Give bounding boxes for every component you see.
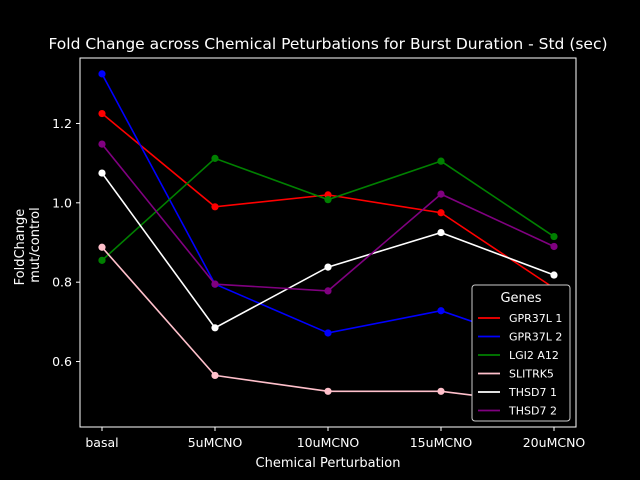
x-tick-label: 5uMCNO: [188, 435, 243, 450]
legend-label: THSD7 2: [508, 405, 557, 418]
x-tick-label: 10uMCNO: [297, 435, 360, 450]
data-point: [437, 190, 445, 198]
legend: Genes GPR37L 1 GPR37L 2 LGI2 A12 SLITRK5 THS…: [471, 284, 571, 422]
data-point: [98, 109, 106, 118]
y-axis-label-line-2: mut/control: [28, 207, 43, 282]
data-point: [324, 196, 332, 204]
y-tick-label: 0.6: [52, 354, 72, 369]
y-tick-label: 0.8: [52, 275, 72, 290]
series: [98, 154, 558, 264]
legend-label: LGI2 A12: [509, 349, 559, 362]
x-axis: basal 5uMCNO 10uMCNO 15uMCNO 20uMCNO: [85, 427, 585, 450]
y-axis-label: FoldChange mut/control: [13, 205, 43, 286]
legend-box: [471, 284, 571, 422]
data-point: [437, 209, 445, 217]
data-point: [550, 232, 558, 241]
data-point: [211, 154, 219, 162]
data-point: [211, 371, 219, 380]
data-point: [98, 243, 106, 251]
legend-label: GPR37L 1: [509, 312, 562, 325]
data-point: [211, 203, 219, 211]
data-point: [437, 228, 445, 237]
data-point: [324, 287, 332, 295]
y-tick-label: 1.0: [52, 195, 72, 210]
data-point: [550, 271, 558, 279]
data-point: [437, 307, 445, 315]
data-point: [550, 242, 558, 251]
data-point: [98, 256, 106, 264]
series: [98, 140, 558, 295]
data-point: [98, 70, 106, 78]
data-point: [437, 157, 445, 165]
data-point: [211, 280, 219, 288]
data-point: [98, 140, 106, 148]
chart-title: Fold Change across Chemical Peturbations…: [48, 35, 607, 53]
x-tick-label: basal: [85, 435, 118, 450]
data-point: [324, 387, 332, 395]
data-point: [324, 329, 332, 337]
data-point: [98, 169, 106, 177]
series-layer: [98, 70, 558, 409]
x-axis-label: Chemical Perturbation: [256, 456, 401, 471]
legend-label: GPR37L 2: [509, 331, 562, 344]
legend-label: THSD7 1: [508, 386, 557, 399]
y-axis-label-line-1: FoldChange: [13, 209, 28, 286]
y-axis: 0.6 0.8 1.0 1.2: [52, 116, 80, 369]
x-tick-label: 20uMCNO: [523, 435, 586, 450]
data-point: [437, 387, 445, 395]
data-point: [211, 324, 219, 332]
legend-title: Genes: [500, 291, 541, 306]
x-tick-label: 15uMCNO: [410, 435, 473, 450]
series: [98, 169, 558, 332]
data-point: [324, 263, 332, 271]
y-tick-label: 1.2: [52, 116, 72, 131]
legend-label: SLITRK5: [509, 368, 554, 381]
